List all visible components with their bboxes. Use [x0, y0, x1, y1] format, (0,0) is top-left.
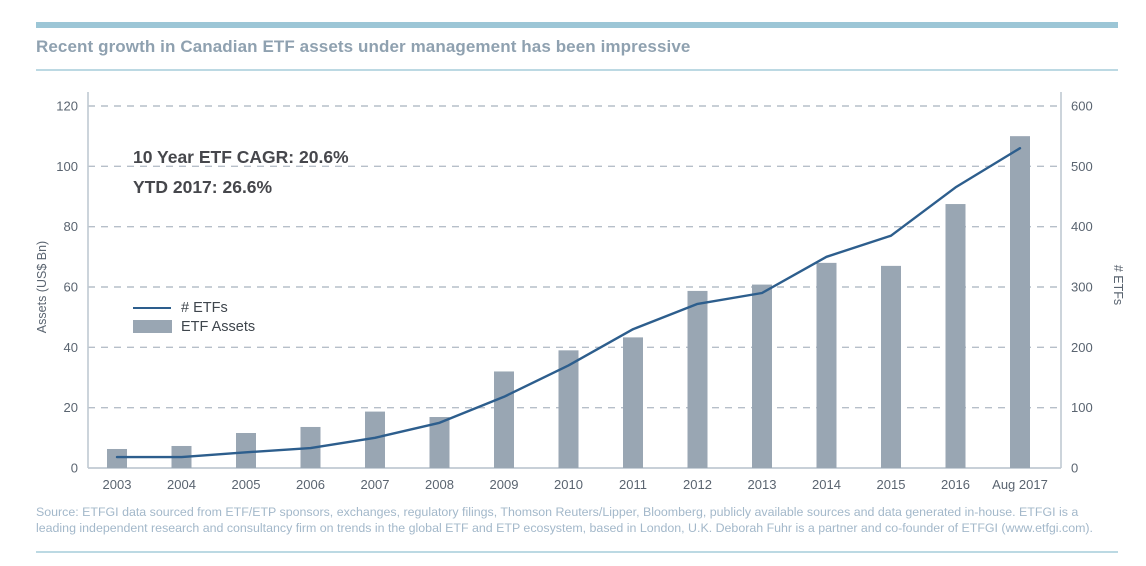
bottom-rule	[36, 551, 1118, 553]
right-tick-label: 600	[1071, 99, 1093, 114]
x-tick-label: 2004	[167, 477, 196, 492]
etfs-line	[115, 146, 1022, 459]
line-series-swatch	[133, 306, 171, 309]
right-axis-title: # ETFs	[1111, 265, 1125, 305]
bar-2008	[429, 417, 450, 468]
x-tick-label: 2010	[554, 477, 583, 492]
x-tick-label: 2006	[296, 477, 325, 492]
cagr-line: 10 Year ETF CAGR: 20.6%	[133, 147, 349, 167]
left-tick-label: 100	[56, 159, 78, 174]
legend-item-etfs: # ETFs	[133, 299, 255, 316]
bar-2009	[494, 371, 514, 468]
left-tick-label: 60	[64, 280, 78, 295]
right-tick-label: 300	[1071, 280, 1093, 295]
bar-2005	[236, 433, 256, 468]
right-tick-label: 500	[1071, 159, 1093, 174]
right-tick-label: 0	[1071, 461, 1078, 476]
bar-2010	[558, 350, 579, 468]
x-tick-label: 2016	[941, 477, 970, 492]
bar-series-swatch	[133, 320, 172, 333]
x-tick-label: 2011	[619, 477, 647, 492]
right-tick-label: 400	[1071, 219, 1093, 234]
bar-2012	[687, 290, 708, 468]
x-tick-label: 2015	[877, 477, 906, 492]
bar-2011	[623, 337, 643, 468]
bar-2007	[365, 411, 385, 468]
bar-2015	[881, 265, 901, 468]
x-tick-label: Aug 2017	[992, 477, 1048, 492]
left-tick-label: 40	[64, 340, 78, 355]
chart-title: Recent growth in Canadian ETF assets und…	[36, 37, 691, 56]
left-tick-label: 80	[64, 219, 78, 234]
x-tick-label: 2003	[103, 477, 132, 492]
bar-2013	[752, 284, 772, 468]
right-tick-label: 100	[1071, 400, 1093, 415]
x-tick-label: 2008	[425, 477, 454, 492]
x-tick-label: 2012	[683, 477, 712, 492]
legend-label: # ETFs	[181, 299, 228, 316]
left-axis-title: Assets (US$ Bn)	[35, 241, 49, 333]
right-tick-label: 200	[1071, 340, 1093, 355]
legend-label: ETF Assets	[181, 318, 256, 335]
chart-legend: # ETFs ETF Assets	[133, 299, 255, 337]
cagr-annotation: 10 Year ETF CAGR: 20.6% YTD 2017: 26.6%	[133, 142, 349, 202]
x-tick-label: 2014	[812, 477, 841, 492]
x-tick-label: 2005	[232, 477, 261, 492]
x-tick-label: 2013	[748, 477, 777, 492]
left-tick-label: 20	[64, 400, 78, 415]
bar-Aug 2017	[1010, 136, 1030, 468]
bar-2016	[945, 204, 966, 468]
bar-2003	[107, 448, 127, 468]
ytd-line: YTD 2017: 26.6%	[133, 177, 273, 197]
top-accent-bar	[36, 22, 1118, 28]
legend-item-assets: ETF Assets	[133, 318, 255, 335]
left-tick-label: 120	[56, 99, 78, 114]
x-tick-label: 2009	[490, 477, 519, 492]
title-rule	[36, 69, 1118, 71]
left-tick-label: 0	[71, 461, 78, 476]
bar-2014	[816, 262, 837, 468]
x-tick-label: 2007	[361, 477, 390, 492]
source-note: Source: ETFGI data sourced from ETF/ETP …	[36, 505, 1093, 535]
